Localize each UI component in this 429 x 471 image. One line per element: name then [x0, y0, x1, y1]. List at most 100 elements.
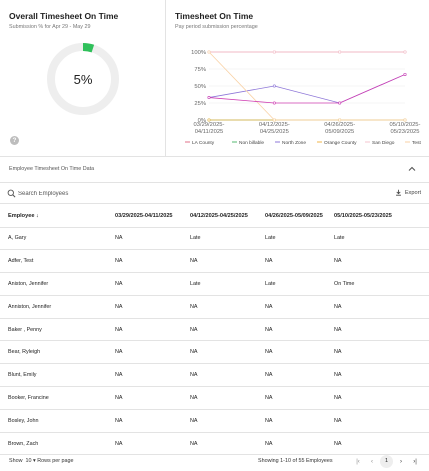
chevron-right-icon[interactable]: › — [400, 458, 402, 465]
status-cell: Late — [257, 227, 332, 251]
chevron-up-icon[interactable] — [407, 164, 417, 174]
series-point — [403, 72, 407, 76]
table-row[interactable]: Booker, Francine NA NA NA NA — [0, 386, 429, 410]
overall-card: Overall Timesheet On Time Submission % f… — [0, 0, 166, 157]
status-cell: NA — [332, 363, 429, 388]
status-cell: NA — [182, 318, 257, 342]
status-cell: NA — [107, 386, 182, 410]
status-cell: NA — [182, 432, 257, 456]
legend-entry: Test — [412, 140, 421, 146]
status-cell: NA — [182, 363, 257, 388]
series-point — [207, 118, 211, 122]
employee-name-cell: Aniston, Jennifer — [0, 272, 107, 296]
series-point — [338, 118, 342, 122]
status-cell: NA — [332, 409, 429, 433]
employee-name-cell: Bosley, John — [0, 409, 107, 433]
status-cell: NA — [257, 318, 332, 342]
series-point — [403, 50, 407, 54]
legend-entry: Orange County — [324, 140, 357, 146]
series-line — [208, 74, 406, 104]
last-page-icon[interactable]: ›| — [413, 458, 417, 465]
employee-name-cell: Blunt, Emily — [0, 363, 107, 388]
employee-name-cell: Anniston, Jennifer — [0, 295, 107, 319]
column-header-employee[interactable]: Employee ↓ — [0, 205, 107, 228]
section-title: Employee Timesheet On Time Data — [9, 166, 95, 172]
table-row[interactable]: Aniston, Jennifer NA Late Late On Time — [0, 272, 429, 296]
x-tick-label: 04/26/2025- — [324, 122, 355, 128]
legend-entry: Non billable — [239, 140, 264, 146]
arrow-down-icon: ↓ — [36, 212, 39, 219]
table-row[interactable]: Anniston, Jennifer NA NA NA NA — [0, 295, 429, 319]
chart-title: Timesheet On Time — [175, 11, 254, 21]
column-header-period-3[interactable]: 04/26/2025-05/09/2025 — [257, 205, 332, 228]
y-tick-label: 75% — [194, 67, 206, 73]
status-cell: NA — [182, 409, 257, 433]
x-tick-label: 05/23/2025 — [390, 129, 419, 135]
y-tick-label: 0% — [198, 118, 206, 124]
status-cell: On Time — [332, 272, 429, 296]
column-header-period-2[interactable]: 04/12/2025-04/25/2025 — [182, 205, 257, 228]
table-footer: Show 10 ▾ Rows per page Showing 1-10 of … — [0, 452, 429, 471]
first-page-icon[interactable]: |‹ — [356, 458, 360, 465]
status-cell: NA — [182, 386, 257, 410]
status-cell: NA — [107, 249, 182, 274]
employee-name-cell: Adfer, Test — [0, 249, 107, 274]
table-row[interactable]: Blunt, Emily NA NA NA NA — [0, 363, 429, 388]
section-header: Employee Timesheet On Time Data — [0, 158, 429, 183]
rows-per-page-control[interactable]: Show 10 ▾ Rows per page — [9, 458, 74, 464]
x-tick-label: 05/09/2025 — [325, 129, 354, 135]
employee-table: Employee ↓ 03/29/2025-04/11/2025 04/12/2… — [0, 205, 429, 456]
chevron-left-icon[interactable]: ‹ — [371, 458, 373, 465]
status-cell: NA — [107, 318, 182, 342]
search-bar: Export — [0, 184, 429, 204]
table-row[interactable]: Brown, Zach NA NA NA NA — [0, 432, 429, 456]
page-size-select[interactable]: 10 — [25, 458, 32, 464]
download-icon — [395, 189, 401, 196]
table-row[interactable]: Bosley, John NA NA NA NA — [0, 409, 429, 433]
overall-title: Overall Timesheet On Time — [9, 11, 119, 21]
pagination: |‹ ‹ 1 › ›| — [352, 455, 421, 468]
series-line — [208, 74, 406, 104]
status-cell: NA — [182, 340, 257, 365]
status-cell: Late — [182, 272, 257, 296]
employee-name-cell: Brown, Zach — [0, 432, 107, 456]
status-cell: Late — [332, 227, 429, 251]
legend-entry: North Zone — [282, 140, 306, 146]
question-circle-icon[interactable]: ? — [10, 136, 19, 145]
donut-progress — [47, 43, 119, 115]
series-point — [272, 101, 276, 105]
employee-name-cell: A, Gary — [0, 227, 107, 251]
status-cell: NA — [182, 295, 257, 319]
x-tick-label: 04/12/2025- — [259, 122, 290, 128]
series-point — [338, 50, 342, 54]
table-row[interactable]: Baker , Penny NA NA NA NA — [0, 318, 429, 342]
status-cell: NA — [107, 432, 182, 456]
table-row[interactable]: A, Gary NA Late Late Late — [0, 227, 429, 251]
status-cell: NA — [257, 340, 332, 365]
table-header-row: Employee ↓ 03/29/2025-04/11/2025 04/12/2… — [0, 205, 429, 228]
status-cell: NA — [332, 340, 429, 365]
column-header-period-1[interactable]: 03/29/2025-04/11/2025 — [107, 205, 182, 228]
column-header-period-4[interactable]: 05/10/2025-05/23/2025 — [332, 205, 429, 228]
status-cell: NA — [332, 249, 429, 274]
x-tick-label: 04/11/2025 — [195, 129, 224, 135]
table-row[interactable]: Adfer, Test NA NA NA NA — [0, 249, 429, 274]
search-input[interactable] — [18, 187, 218, 201]
series-point — [272, 118, 276, 122]
page-number-current[interactable]: 1 — [380, 455, 393, 468]
employee-name-cell: Bear, Ryleigh — [0, 340, 107, 365]
table-row[interactable]: Bear, Ryleigh NA NA NA NA — [0, 340, 429, 365]
y-tick-label: 25% — [194, 101, 206, 107]
series-point — [207, 96, 211, 100]
export-button[interactable]: Export — [395, 189, 421, 196]
status-cell: NA — [332, 318, 429, 342]
dashboard-cards: Overall Timesheet On Time Submission % f… — [0, 0, 429, 157]
status-cell: NA — [257, 432, 332, 456]
status-cell: NA — [257, 386, 332, 410]
overall-subtitle: Submission % for Apr 29 - May 29 — [9, 24, 91, 30]
status-cell: NA — [107, 409, 182, 433]
chevron-down-icon: ▾ — [33, 458, 36, 464]
search-icon — [7, 189, 16, 198]
status-cell: NA — [332, 386, 429, 410]
status-cell: NA — [182, 249, 257, 274]
